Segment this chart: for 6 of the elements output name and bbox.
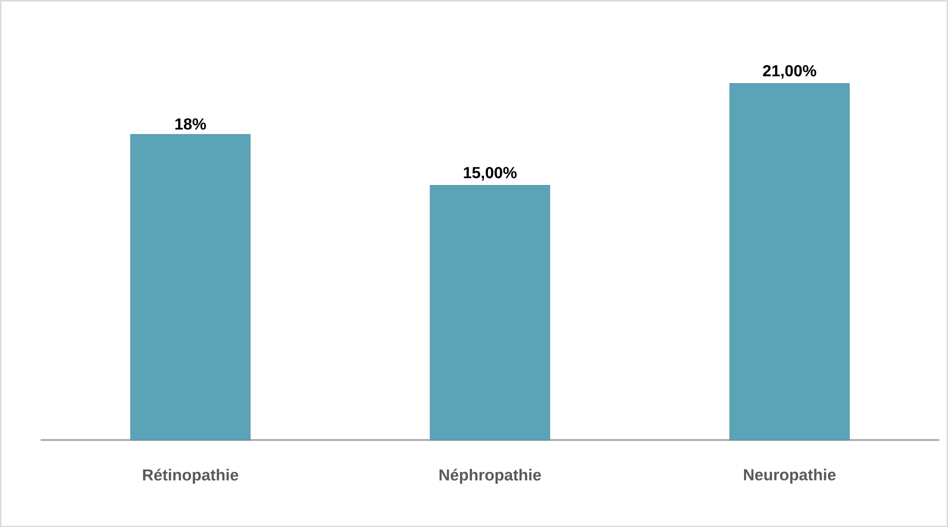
data-label: 18% [175, 118, 206, 130]
x-tick-label: Neuropathie [744, 468, 836, 484]
data-label: 21,00% [763, 64, 816, 79]
data-label: 15,00% [464, 166, 517, 180]
x-tick-label: Rétinopathie [143, 468, 238, 484]
x-tick-label: Néphropathie [440, 468, 541, 484]
